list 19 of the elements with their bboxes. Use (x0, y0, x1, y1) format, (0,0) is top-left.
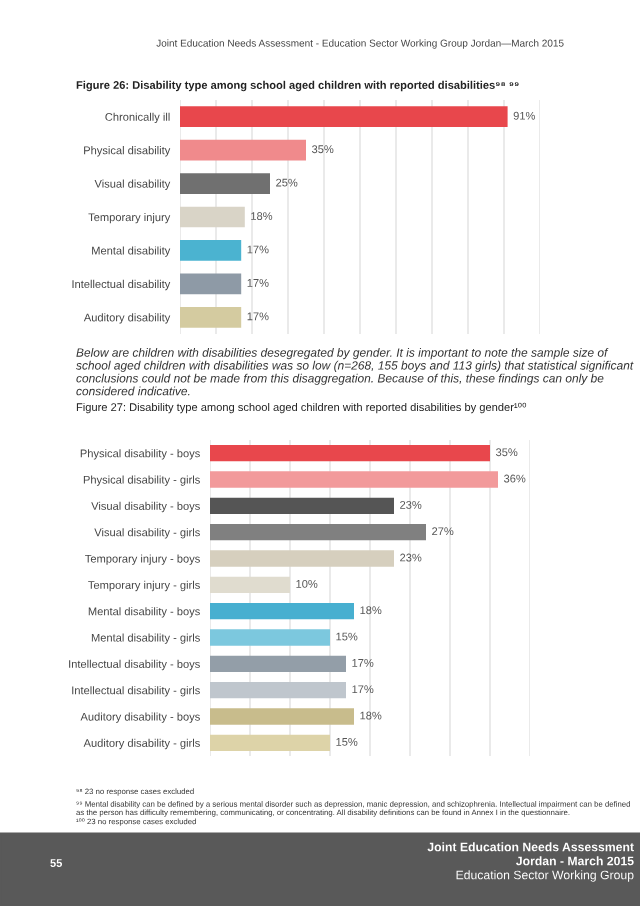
bar (180, 173, 270, 194)
bar (210, 655, 346, 672)
bar (210, 445, 490, 462)
bar (210, 471, 498, 488)
bar (210, 603, 354, 620)
bar (180, 139, 306, 161)
bar (180, 273, 242, 295)
bar (210, 497, 394, 514)
bar (210, 734, 330, 751)
bar (210, 550, 394, 567)
bar (210, 524, 426, 541)
bar (210, 708, 354, 725)
bar (180, 240, 242, 261)
bar (180, 206, 245, 228)
bar (210, 576, 290, 593)
bar (210, 682, 346, 699)
bar (180, 306, 242, 328)
bar (210, 629, 330, 646)
bar (180, 106, 508, 128)
